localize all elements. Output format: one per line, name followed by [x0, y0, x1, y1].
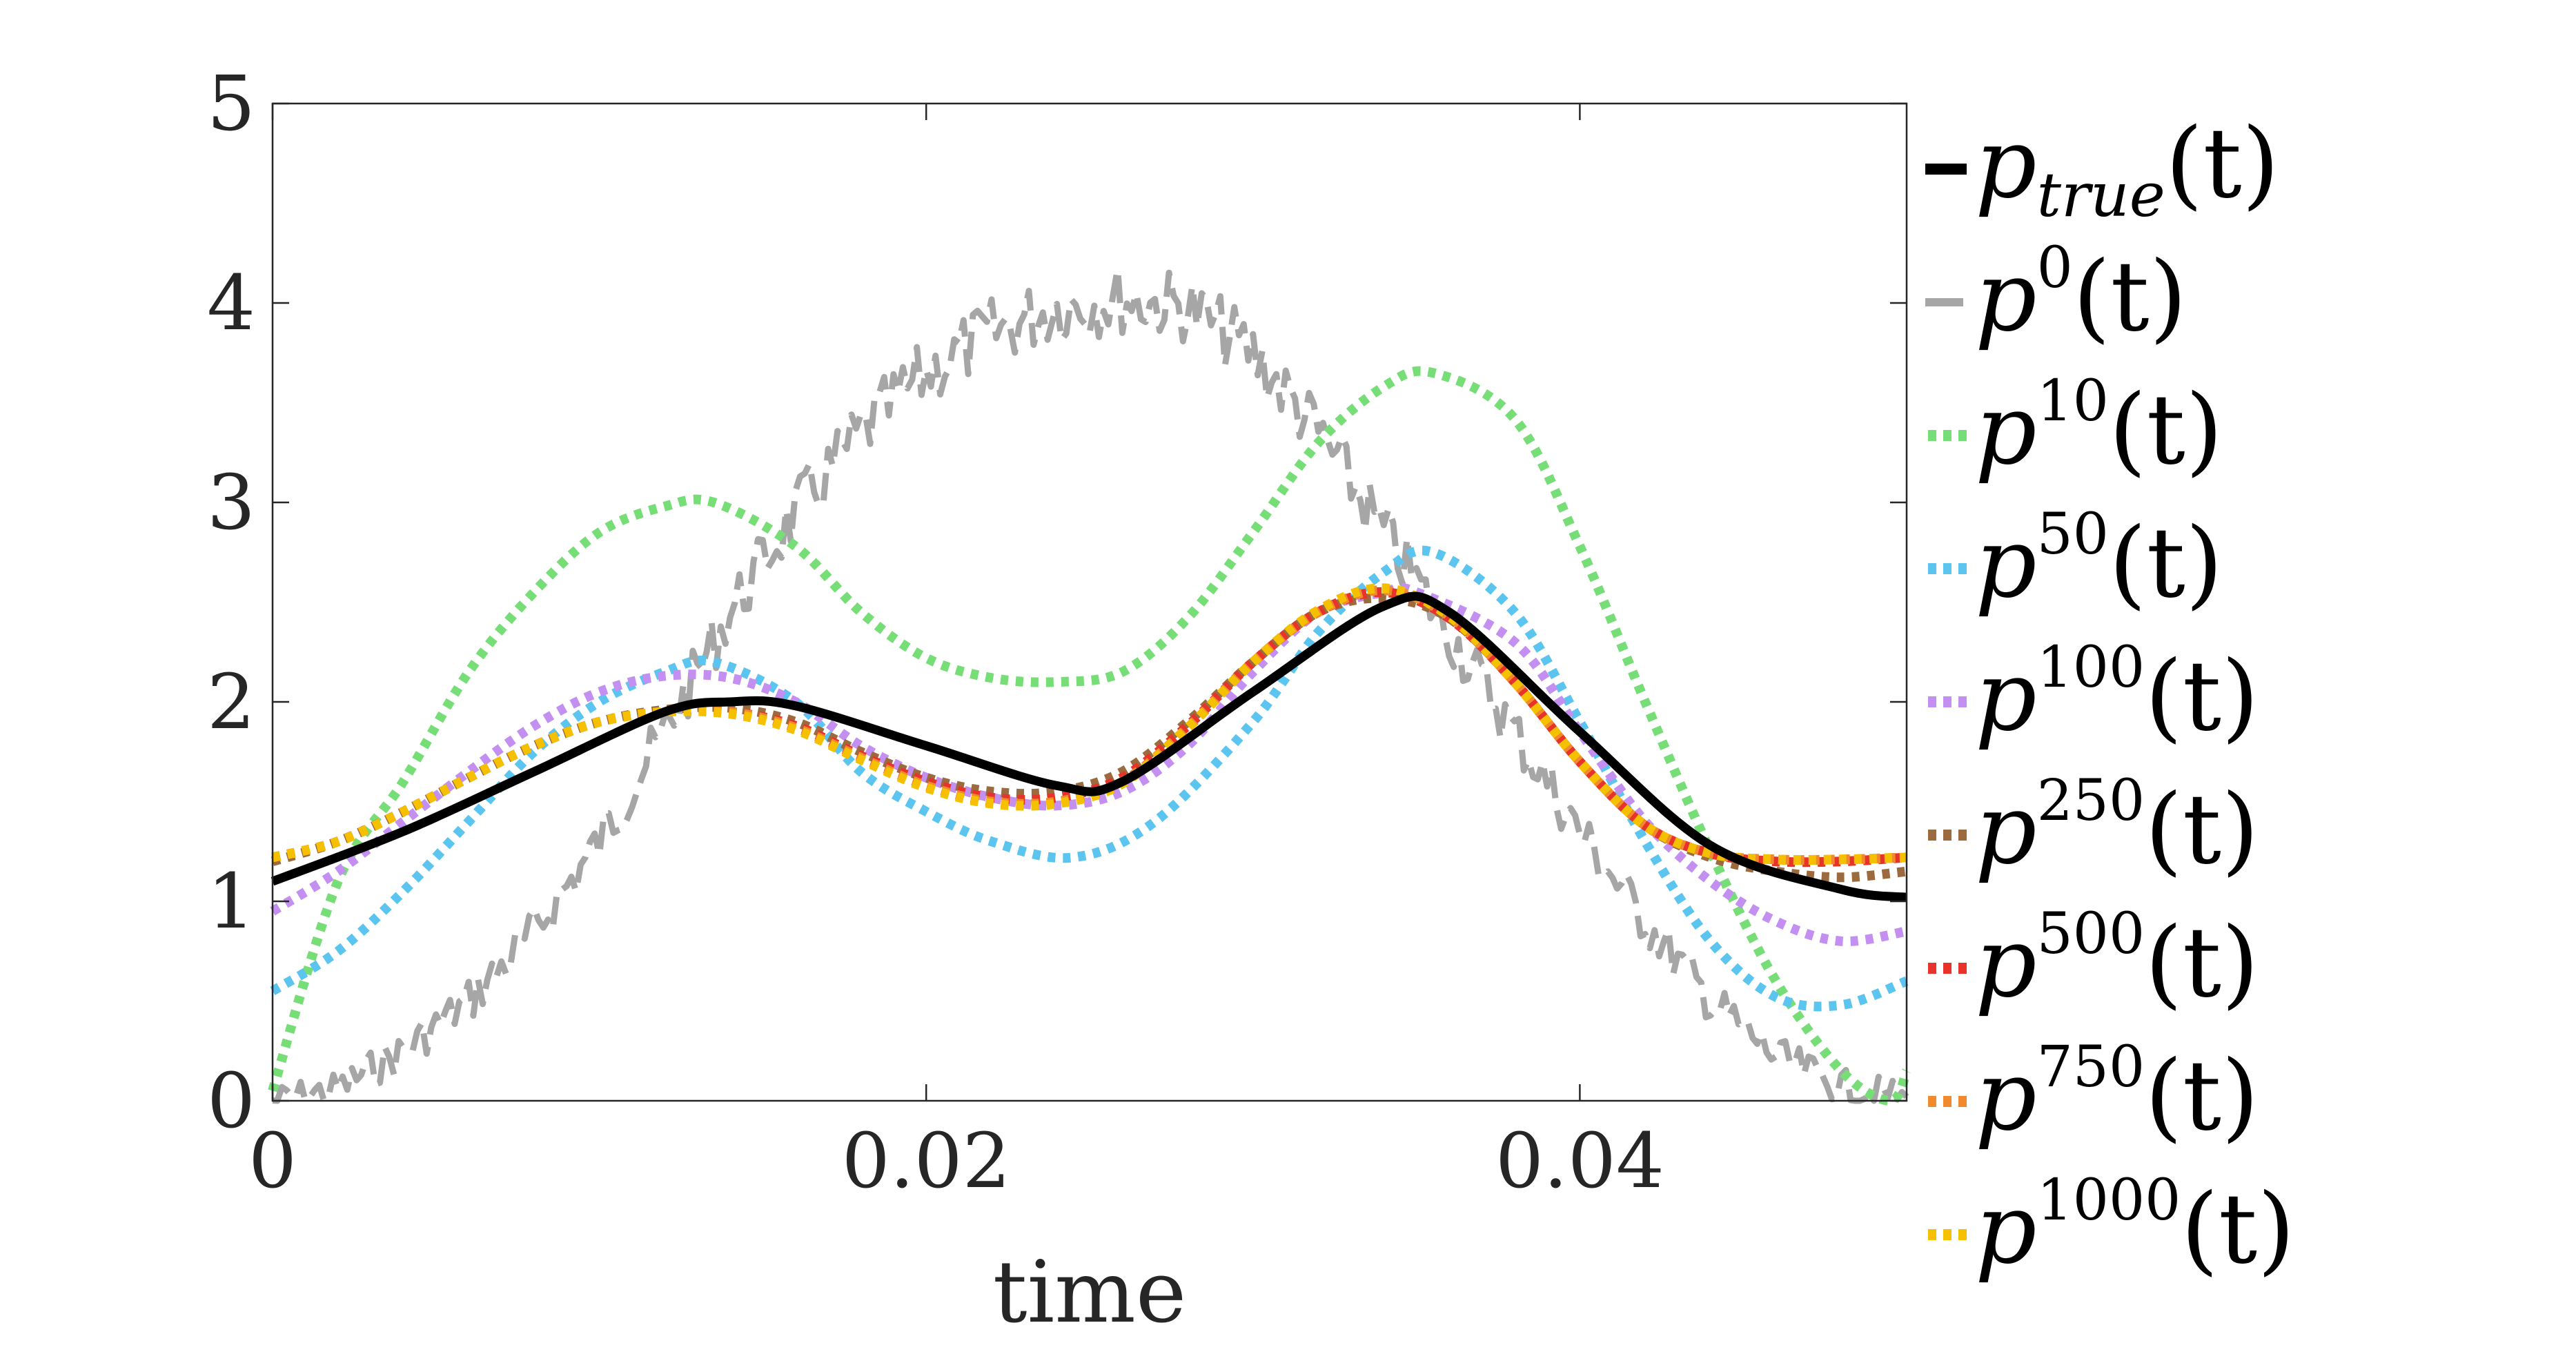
legend-item-p100: p100(t) [1928, 635, 2259, 753]
legend-item-p750: p750(t) [1928, 1035, 2259, 1153]
legend-label: p750(t) [1975, 1035, 2259, 1153]
series-line-p10 [268, 366, 1911, 1106]
x-axis-label: time [993, 1243, 1186, 1342]
legend-item-true: ptrue(t) [1925, 108, 2279, 231]
y-tick-label: 0 [207, 1057, 255, 1145]
plot-frame [271, 102, 1908, 1102]
legend-label: p1000(t) [1975, 1168, 2295, 1286]
series-line-p500 [271, 587, 1907, 868]
legend-item-p10: p10(t) [1928, 369, 2223, 487]
legend-label: p0(t) [1975, 235, 2187, 353]
legend-item-p250: p250(t) [1928, 768, 2259, 886]
legend-label: ptrue(t) [1975, 108, 2279, 231]
series-line-p0 [272, 266, 1909, 1104]
legend-label: p500(t) [1975, 901, 2259, 1019]
legend-label: p10(t) [1975, 369, 2223, 487]
y-tick-label: 5 [207, 59, 255, 148]
axis-tick-labels: 0 0.02 0.04 0 1 2 3 4 5 [207, 59, 1664, 1205]
legend-item-p500: p500(t) [1928, 901, 2259, 1019]
y-tick-label: 1 [207, 857, 255, 945]
series-line-p750 [271, 585, 1907, 865]
series-line-true [271, 591, 1907, 902]
plot-lines [268, 266, 1911, 1106]
series-line-p1000 [271, 583, 1907, 865]
legend-label: p100(t) [1975, 635, 2259, 753]
y-tick-label: 3 [207, 458, 255, 547]
x-tick-label: 0.02 [842, 1117, 1011, 1205]
series-line-p50 [270, 545, 1909, 1012]
legend-label: p250(t) [1975, 768, 2259, 886]
legend-label: p50(t) [1975, 502, 2223, 620]
y-tick-label: 4 [207, 259, 255, 347]
axis-ticks [271, 102, 1907, 1102]
series-line-p100 [270, 582, 1908, 947]
legend-item-p0: p0(t) [1925, 235, 2187, 353]
legend-item-p50: p50(t) [1928, 502, 2223, 620]
y-tick-label: 2 [207, 658, 255, 746]
legend: ptrue(t)p0(t) p10(t) p50(t) p100(t) p250(t) p… [1925, 108, 2295, 1286]
x-tick-label: 0.04 [1495, 1117, 1664, 1205]
legend-item-p1000: p1000(t) [1928, 1168, 2295, 1286]
x-tick-label: 0 [248, 1117, 297, 1205]
